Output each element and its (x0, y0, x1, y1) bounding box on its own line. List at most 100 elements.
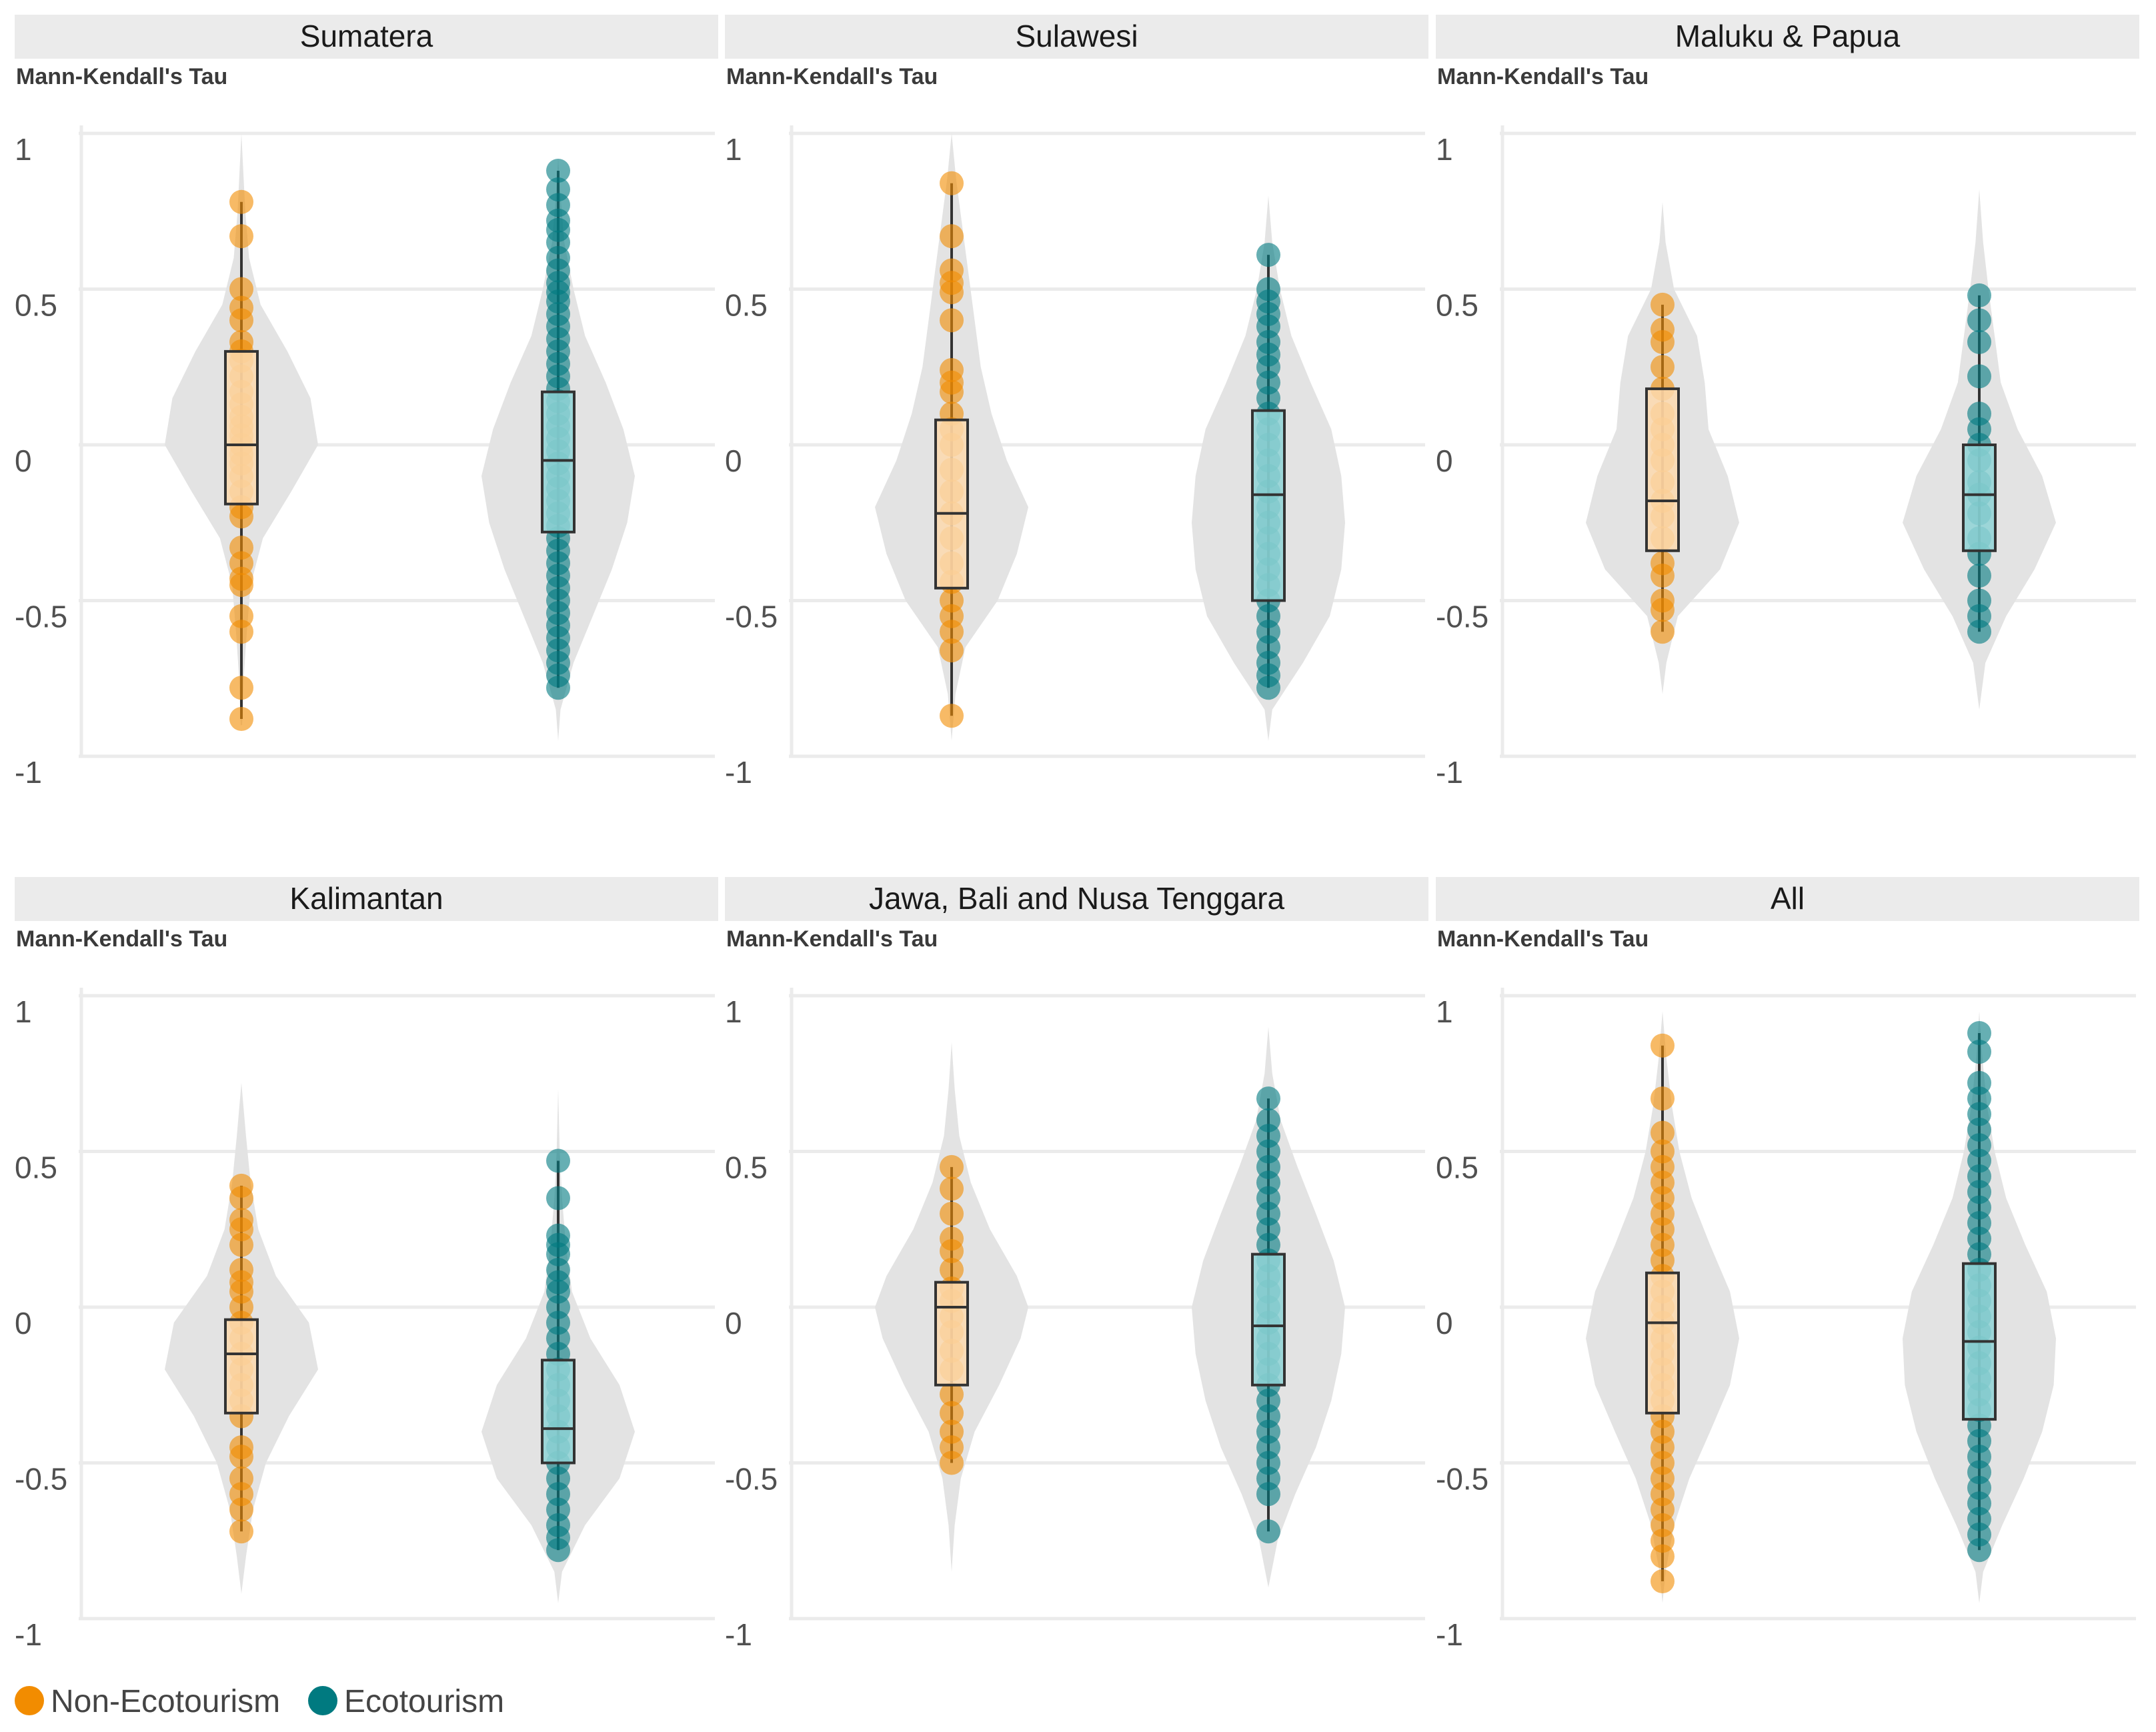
data-point (1967, 564, 1991, 588)
y-tick-label: 0.5 (15, 1150, 57, 1185)
data-point (940, 704, 964, 728)
data-point (546, 1186, 570, 1210)
y-tick-label: -0.5 (1436, 600, 1488, 634)
data-point (229, 224, 253, 249)
facet-panel-5: All Mann-Kendall's Tau 1 0.5 0 -0.5 -1 (1436, 877, 2139, 1652)
data-point (546, 159, 570, 183)
y-tick-label: 0.5 (1436, 1150, 1478, 1185)
y-tick-label: -1 (725, 1617, 752, 1652)
y-axis-title: Mann-Kendall's Tau (726, 64, 938, 89)
legend-label: Ecotourism (344, 1684, 504, 1719)
box-iqr (1962, 444, 1997, 552)
data-point (940, 171, 964, 195)
y-tick-label: 0 (1436, 444, 1453, 478)
box-iqr (224, 349, 259, 506)
y-tick-label: 0 (15, 444, 32, 478)
box-iqr (541, 390, 576, 534)
facet-title: Maluku & Papua (1675, 19, 1901, 53)
group-0 (1586, 1011, 1739, 1603)
y-tick-label: 1 (725, 994, 742, 1029)
data-point (1256, 1482, 1280, 1507)
y-tick-label: -1 (15, 755, 42, 790)
group-0 (165, 133, 318, 731)
facet-strip (15, 15, 718, 59)
data-point (1651, 1569, 1675, 1593)
box-iqr (934, 418, 969, 590)
y-tick-label: -0.5 (1436, 1462, 1488, 1497)
data-point (229, 1519, 253, 1544)
box-iqr (541, 1359, 576, 1465)
legend-swatch (15, 1686, 44, 1715)
y-tick-label: 1 (725, 132, 742, 167)
y-tick-label: 0 (15, 1306, 32, 1341)
data-point (1651, 564, 1675, 588)
data-point (229, 573, 253, 598)
data-point (940, 1257, 964, 1282)
y-tick-label: -0.5 (15, 1462, 67, 1497)
group-1 (1192, 195, 1345, 741)
facet-title: Sulawesi (1015, 19, 1138, 53)
box-iqr (224, 1318, 259, 1415)
y-axis-title: Mann-Kendall's Tau (16, 926, 227, 952)
data-point (546, 676, 570, 700)
data-point (1651, 1086, 1675, 1111)
facet-panel-4: Jawa, Bali and Nusa Tenggara Mann-Kendall… (725, 877, 1428, 1652)
data-point (229, 308, 253, 333)
legend-swatch (308, 1686, 337, 1715)
box-iqr (1251, 409, 1286, 602)
box-iqr (1645, 1271, 1680, 1415)
data-point (1256, 243, 1280, 267)
data-point (940, 1176, 964, 1201)
y-axis-title: Mann-Kendall's Tau (726, 926, 938, 952)
group-0 (875, 133, 1028, 741)
data-point (1967, 1021, 1991, 1046)
data-point (1651, 1544, 1675, 1569)
y-tick-label: 1 (1436, 132, 1453, 167)
y-tick-label: -0.5 (725, 600, 778, 634)
box-iqr (934, 1280, 969, 1387)
group-1 (1903, 1011, 2056, 1603)
data-point (1651, 620, 1675, 644)
data-point (940, 1201, 964, 1226)
data-point (940, 1451, 964, 1475)
data-point (229, 1232, 253, 1257)
facet-strip (1436, 877, 2139, 921)
group-0 (875, 1042, 1028, 1572)
data-point (1967, 329, 1991, 354)
data-point (940, 620, 964, 644)
data-point (229, 504, 253, 529)
group-1 (481, 1089, 635, 1603)
legend-label: Non-Ecotourism (51, 1684, 280, 1719)
group-1 (481, 158, 635, 741)
data-point (1967, 1538, 1991, 1563)
y-tick-label: 0 (1436, 1306, 1453, 1341)
data-point (1651, 1033, 1675, 1058)
facet-strip (1436, 15, 2139, 59)
data-point (940, 379, 964, 404)
group-0 (1586, 201, 1739, 694)
data-point (940, 1154, 964, 1179)
data-point (229, 277, 253, 301)
facet-title: Kalimantan (289, 881, 443, 916)
y-tick-label: -0.5 (725, 1462, 778, 1497)
data-point (940, 280, 964, 305)
data-point (229, 1445, 253, 1469)
data-point (229, 706, 253, 731)
data-point (229, 676, 253, 700)
data-point (1256, 1519, 1280, 1544)
y-tick-label: 0.5 (725, 288, 768, 323)
y-tick-label: 0.5 (725, 1150, 768, 1185)
y-axis-title: Mann-Kendall's Tau (1437, 64, 1649, 89)
y-tick-label: -0.5 (15, 600, 67, 634)
y-tick-label: -1 (1436, 755, 1463, 790)
facet-panel-0: Sumatera Mann-Kendall's Tau 1 0.5 0 -0.5 -1 (15, 15, 718, 790)
data-point (940, 224, 964, 249)
facet-title: All (1771, 881, 1805, 916)
data-point (229, 189, 253, 214)
facet-panel-2: Maluku & Papua Mann-Kendall's Tau 1 0.5 0 -0.… (1436, 15, 2139, 790)
data-point (1651, 292, 1675, 317)
facet-title: Sumatera (300, 19, 433, 53)
group-1 (1903, 189, 2056, 710)
data-point (546, 1148, 570, 1173)
